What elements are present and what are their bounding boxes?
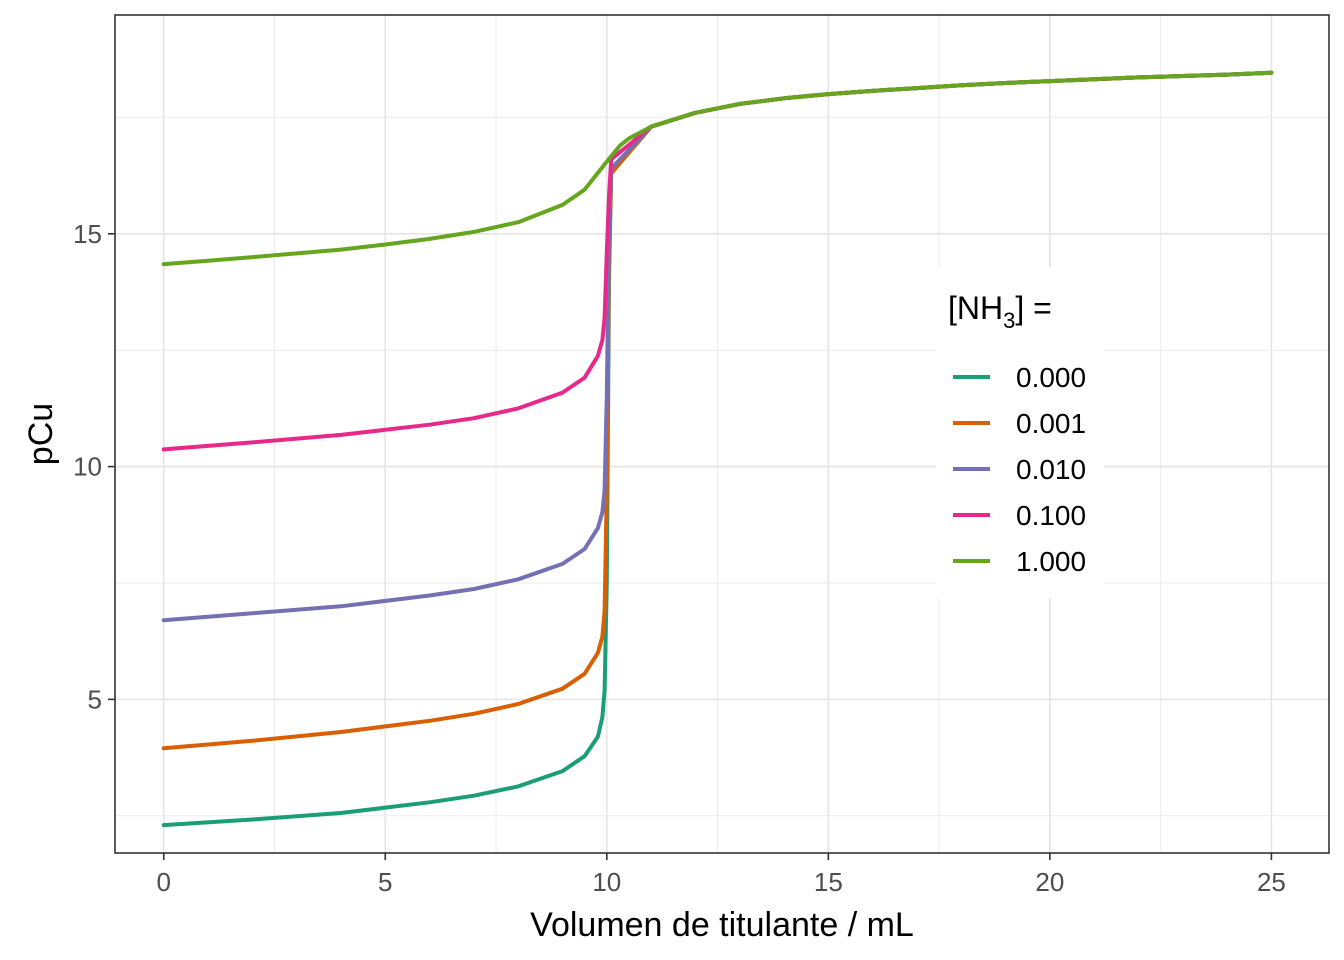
legend-label: 0.000 — [1016, 362, 1086, 393]
y-tick-label: 5 — [88, 684, 102, 714]
legend-items: 0.000 0.001 0.010 0.100 1.000 — [953, 362, 1086, 577]
legend-title-subscript: 3 — [1003, 308, 1015, 333]
series-lines — [161, 70, 1274, 828]
legend: [NH3] = 0.000 0.001 0.010 0.100 1.000 — [936, 268, 1104, 598]
plot-border — [114, 14, 1330, 854]
x-tick-label: 20 — [1035, 867, 1064, 897]
legend-label: 0.010 — [1016, 454, 1086, 485]
y-axis-ticks: 5 10 15 — [73, 219, 115, 714]
y-tick-label: 15 — [73, 219, 102, 249]
series-line-1.000 — [161, 70, 1274, 267]
legend-label: 0.100 — [1016, 500, 1086, 531]
x-tick-label: 5 — [378, 867, 392, 897]
y-tick-label: 10 — [73, 452, 102, 482]
x-axis-title: Volumen de titulante / mL — [530, 906, 914, 944]
x-axis-ticks: 0 5 10 15 20 25 — [157, 853, 1286, 897]
legend-title: [NH3] = — [948, 290, 1052, 333]
legend-label: 1.000 — [1016, 546, 1086, 577]
legend-background — [936, 268, 1104, 598]
plot-background — [115, 15, 1329, 853]
y-axis-title: pCu — [22, 403, 60, 465]
x-tick-label: 15 — [814, 867, 843, 897]
x-tick-label: 0 — [157, 867, 171, 897]
x-tick-label: 25 — [1257, 867, 1286, 897]
x-tick-label: 10 — [592, 867, 621, 897]
legend-label: 0.001 — [1016, 408, 1086, 439]
